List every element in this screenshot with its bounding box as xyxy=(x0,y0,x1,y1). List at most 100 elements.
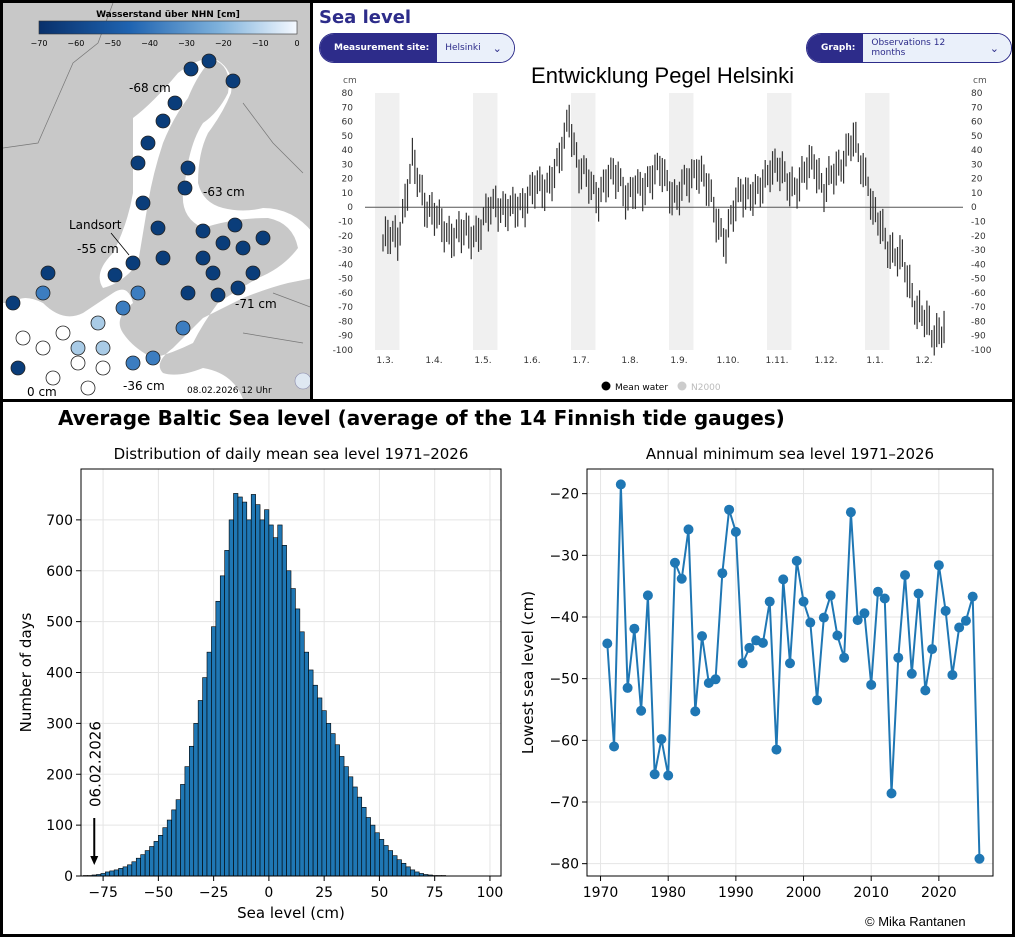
minimum-point xyxy=(967,591,978,602)
minimum-point xyxy=(683,524,694,535)
histogram-bar xyxy=(405,866,411,877)
histogram-bar xyxy=(219,575,225,877)
histogram-bar xyxy=(180,784,186,877)
histogram-bar xyxy=(250,494,256,877)
month-tick-label: 1.7. xyxy=(572,356,589,366)
y-tick-label-left: -70 xyxy=(338,303,353,313)
gulf-of-bothnia xyxy=(99,58,213,288)
histogram-bar xyxy=(317,697,323,877)
colorbar-tick-label: −60 xyxy=(67,39,84,48)
map-label-1: -68 cm xyxy=(129,81,171,95)
histogram-bar xyxy=(118,868,124,877)
tide-gauge-marker xyxy=(35,340,51,356)
tide-gauge-marker xyxy=(95,340,111,356)
month-tick-label: 1.6. xyxy=(523,356,540,366)
x-tick-label: −25 xyxy=(199,885,229,901)
y-tick-label: −50 xyxy=(549,672,579,688)
graph-select[interactable]: Graph: Observations 12 months ⌄ xyxy=(806,33,1012,63)
month-tick-label: 1.1. xyxy=(866,356,883,366)
month-tick-label: 1.8. xyxy=(621,356,638,366)
histogram-bar xyxy=(361,807,367,877)
measurement-site-select[interactable]: Measurement site: Helsinki ⌄ xyxy=(319,33,515,63)
baltic-title: Average Baltic Sea level (average of the… xyxy=(58,406,785,430)
histogram-bar xyxy=(224,550,230,877)
minimum-point xyxy=(649,769,660,780)
x-tick-label: 2000 xyxy=(786,885,822,901)
colorbar-tick-label: −40 xyxy=(141,39,158,48)
y-tick-label-left: -80 xyxy=(338,317,353,327)
histogram-bar xyxy=(387,850,393,877)
x-tick-label: 100 xyxy=(477,885,504,901)
legend-mean-label[interactable]: Mean water xyxy=(615,383,668,393)
map-label-6: -36 cm xyxy=(123,379,165,393)
y-tick-label-left: 50 xyxy=(342,132,354,142)
histogram-bar xyxy=(193,723,199,877)
histogram-bar xyxy=(348,776,354,877)
y-tick-label: 100 xyxy=(46,818,73,834)
y-axis-label: Lowest sea level (cm) xyxy=(519,591,537,754)
histogram-bar xyxy=(162,827,168,877)
histogram-bar xyxy=(242,501,248,877)
y-tick-label: −80 xyxy=(549,857,579,873)
tide-gauge-marker xyxy=(125,355,141,371)
tide-gauge-marker xyxy=(195,223,211,239)
minimum-point xyxy=(825,590,836,601)
map-label-5: 0 cm xyxy=(27,385,57,399)
x-tick-label: 75 xyxy=(426,885,444,901)
tide-gauge-marker xyxy=(167,95,183,111)
colorbar-tick-label: −70 xyxy=(31,39,48,48)
legend-n2000-label[interactable]: N2000 xyxy=(691,383,721,393)
colorbar-tick-label: −50 xyxy=(104,39,121,48)
minimum-point xyxy=(886,788,897,799)
y-tick-label: −70 xyxy=(549,795,579,811)
colorbar-tick-label: −20 xyxy=(215,39,232,48)
histogram-bar xyxy=(153,841,159,877)
compass-icon xyxy=(294,372,312,390)
histogram-bar xyxy=(131,861,137,877)
minimum-point xyxy=(913,588,924,599)
tide-gauge-marker xyxy=(40,265,56,281)
histogram-bar xyxy=(144,850,150,877)
x-tick-label: 25 xyxy=(315,885,333,901)
minimum-point xyxy=(737,658,748,669)
chevron-down-icon: ⌄ xyxy=(985,34,1011,62)
histogram-bar xyxy=(379,839,385,877)
y-tick-label-right: -10 xyxy=(971,218,986,228)
minimum-point xyxy=(960,615,971,626)
histogram-bar xyxy=(264,509,270,877)
minimum-point xyxy=(778,574,789,585)
y-tick-label-left: 30 xyxy=(342,160,354,170)
baltic-map: Wasserstand über NHN [cm] −70 −60 −50 −40 −3… xyxy=(3,3,313,399)
colorbar-title: Wasserstand über NHN [cm] xyxy=(96,10,240,20)
month-band xyxy=(473,93,498,350)
month-tick-label: 1.10. xyxy=(717,356,740,366)
histogram-bar xyxy=(113,869,119,877)
month-tick-label: 1.11. xyxy=(766,356,789,366)
minimum-point xyxy=(893,652,904,663)
y-tick-label-right: 70 xyxy=(971,103,983,113)
histogram-bar xyxy=(303,651,309,877)
map-label-3: -55 cm xyxy=(77,242,119,256)
helsinki-chart-title: Entwicklung Pegel Helsinki xyxy=(531,63,794,88)
minimum-point xyxy=(642,590,653,601)
y-tick-label-right: 20 xyxy=(971,175,983,185)
month-band xyxy=(767,93,792,350)
histogram-bar xyxy=(105,871,111,877)
minimum-point xyxy=(656,734,667,745)
minimum-point xyxy=(940,605,951,616)
month-tick-label: 1.2. xyxy=(915,356,932,366)
y-tick-label-left: -40 xyxy=(338,260,353,270)
y-tick-label: 0 xyxy=(64,869,73,885)
minimum-point xyxy=(669,557,680,568)
y-tick-label-left: 20 xyxy=(342,175,354,185)
tide-gauge-marker xyxy=(115,300,131,316)
month-tick-label: 1.4. xyxy=(425,356,442,366)
histogram-bar xyxy=(202,677,208,877)
histogram-bar xyxy=(396,859,402,877)
histogram-bar xyxy=(339,756,345,877)
annual-minimum-chart: Annual minimum sea level 1971–2026 −20 −30… xyxy=(519,445,994,901)
tide-gauge-marker xyxy=(255,230,271,246)
tide-gauge-marker xyxy=(125,255,141,271)
tide-gauge-marker xyxy=(180,160,196,176)
minimum-point xyxy=(757,637,768,648)
